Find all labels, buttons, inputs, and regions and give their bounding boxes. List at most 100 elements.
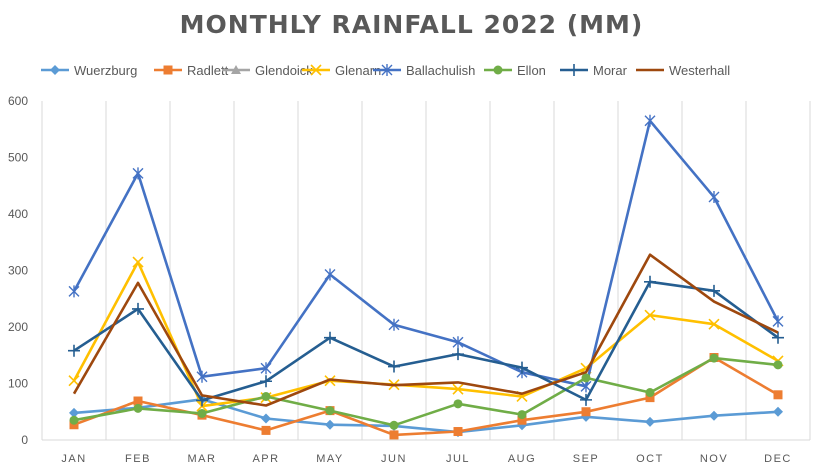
- y-tick-label: 100: [8, 377, 28, 391]
- data-point-radlett: [773, 390, 783, 400]
- legend-swatch: [41, 65, 69, 75]
- data-point-radlett: [261, 425, 271, 435]
- legend-label: Ellon: [517, 62, 546, 78]
- legend-item-ellon: Ellon: [483, 61, 546, 79]
- data-point-radlett: [581, 407, 591, 417]
- legend-marker: [381, 64, 393, 76]
- series-line-westerhall: [72, 253, 779, 407]
- data-point-radlett: [645, 393, 655, 403]
- y-tick-label: 600: [8, 94, 28, 108]
- data-point-ellon: [69, 415, 79, 425]
- data-point-ellon: [133, 403, 143, 413]
- data-point-morar: [388, 360, 400, 373]
- data-point-radlett: [133, 396, 143, 406]
- chart-title: MONTHLY RAINFALL 2022 (MM): [179, 10, 644, 39]
- data-point-radlett: [517, 415, 527, 425]
- data-point-glenarn: [644, 309, 656, 321]
- legend: Wuerzburg Radlett Glendoick Glenarn Ballachu…: [40, 61, 800, 79]
- legend-item-glenarn: Glenarn: [301, 61, 381, 79]
- series-line-morar: [73, 280, 779, 402]
- legend-item-radlett: Radlett: [153, 61, 228, 79]
- legend-item-wuerzburg: Wuerzburg: [40, 61, 137, 79]
- legend-marker: [50, 65, 60, 75]
- legend-swatch: [373, 64, 401, 76]
- data-point-ellon: [325, 406, 335, 416]
- legend-item-glendoick: Glendoick: [221, 61, 313, 79]
- legend-label: Glenarn: [335, 62, 382, 78]
- legend-marker: [231, 65, 241, 74]
- data-point-ballachulish: [388, 318, 400, 331]
- legend-swatch: [636, 68, 664, 72]
- x-tick-label: APR: [252, 453, 279, 465]
- data-point-glenarn: [708, 318, 720, 330]
- data-point-glenarn: [68, 375, 80, 387]
- legend-marker: [493, 65, 503, 75]
- data-point-morar: [68, 344, 80, 357]
- legend-item-ballachulish: Ballachulish: [372, 61, 475, 79]
- y-tick-label: 0: [21, 433, 28, 447]
- legend-item-morar: Morar: [559, 61, 627, 79]
- x-tick-label: JUL: [446, 453, 470, 465]
- data-point-ellon: [709, 353, 719, 363]
- data-point-morar: [516, 361, 528, 374]
- data-point-ballachulish: [644, 114, 656, 127]
- legend-swatch: [560, 64, 588, 76]
- data-point-wuerzburg: [261, 413, 271, 424]
- data-point-ballachulish: [772, 315, 784, 328]
- x-tick-label: OCT: [636, 453, 664, 465]
- data-point-glenarn: [452, 383, 464, 395]
- legend-label: Ballachulish: [406, 62, 476, 78]
- legend-label: Morar: [593, 62, 627, 78]
- x-tick-label: JUN: [381, 453, 407, 465]
- legend-swatch: [484, 65, 512, 75]
- data-point-ballachulish: [68, 285, 80, 298]
- x-tick-label: DEC: [764, 453, 792, 465]
- data-point-radlett: [69, 420, 79, 430]
- legend-marker: [163, 65, 173, 75]
- data-point-ellon: [773, 360, 783, 370]
- y-tick-label: 400: [8, 207, 28, 221]
- legend-swatch: [154, 65, 182, 75]
- y-tick-label: 300: [8, 264, 28, 278]
- data-point-glenarn: [132, 256, 144, 268]
- data-point-radlett: [453, 427, 463, 437]
- legend-marker: [568, 64, 580, 76]
- data-point-morar: [708, 284, 720, 297]
- data-point-ellon: [645, 388, 655, 398]
- data-point-ellon: [197, 408, 207, 418]
- data-point-radlett: [389, 430, 399, 440]
- data-point-ballachulish: [452, 336, 464, 349]
- series-line-glenarn: [72, 260, 779, 408]
- series-line-ellon: [73, 356, 779, 427]
- data-point-morar: [644, 275, 656, 288]
- data-point-wuerzburg: [709, 410, 719, 421]
- data-point-ellon: [261, 391, 271, 401]
- data-point-morar: [580, 393, 592, 406]
- data-point-ballachulish: [196, 370, 208, 383]
- legend-marker: [310, 64, 322, 76]
- x-tick-label: SEP: [573, 453, 600, 465]
- data-point-wuerzburg: [645, 416, 655, 427]
- data-point-morar: [260, 375, 272, 388]
- data-point-ellon: [453, 399, 463, 409]
- data-point-ellon: [581, 373, 591, 383]
- data-point-morar: [132, 302, 144, 315]
- data-point-morar: [452, 348, 464, 361]
- data-point-ballachulish: [132, 167, 144, 180]
- data-point-ellon: [517, 410, 527, 420]
- data-point-wuerzburg: [773, 406, 783, 417]
- legend-label: Westerhall: [669, 62, 731, 78]
- data-point-ellon: [389, 420, 399, 430]
- x-tick-label: MAY: [316, 453, 344, 465]
- x-tick-label: AUG: [508, 453, 536, 465]
- data-point-morar: [772, 331, 784, 344]
- series-line-wuerzburg: [73, 397, 779, 434]
- y-tick-label: 200: [8, 320, 28, 334]
- legend-label: Wuerzburg: [74, 62, 138, 78]
- legend-item-westerhall: Westerhall: [635, 61, 730, 79]
- legend-label: Glendoick: [255, 62, 313, 78]
- legend-label: Radlett: [187, 62, 229, 78]
- x-tick-label: FEB: [125, 453, 151, 465]
